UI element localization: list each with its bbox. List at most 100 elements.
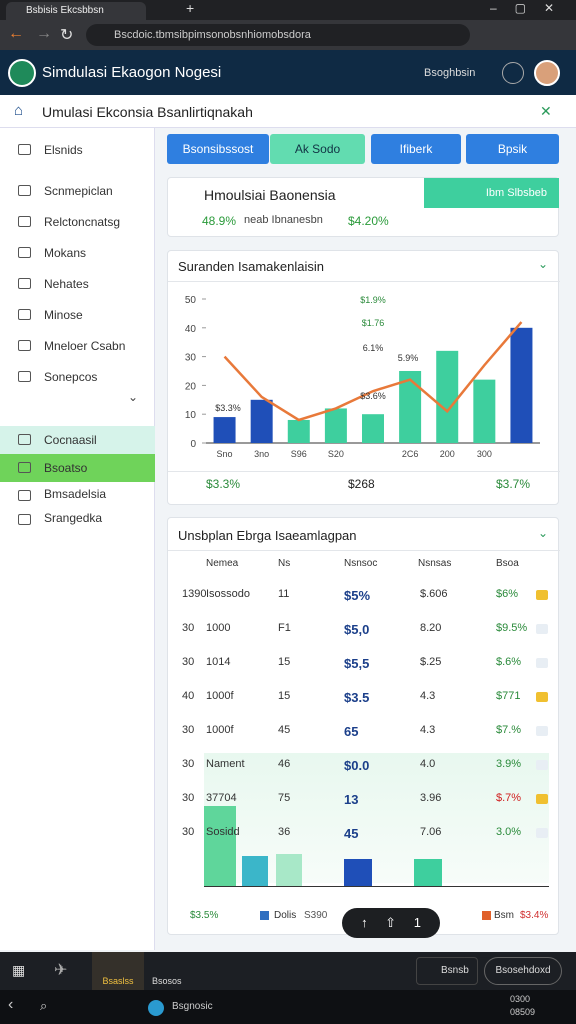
nav-item[interactable]: Srangedka	[44, 511, 103, 525]
back[interactable]: ←	[8, 25, 24, 42]
table-cell: 30	[182, 792, 195, 804]
bar	[436, 350, 459, 443]
legend-item: Dolis	[274, 910, 297, 921]
table-cell: 3.96	[420, 792, 442, 804]
nav-item[interactable]: Bsoatso	[0, 454, 155, 482]
nav-item[interactable]: Cocnaasil	[0, 426, 155, 454]
axis	[204, 886, 549, 887]
collapse[interactable]: ✕	[540, 103, 552, 119]
expand[interactable]: ⌄	[128, 390, 139, 404]
clock: 0300	[510, 994, 531, 1004]
subheader-title: Umulasi Ekconsia Bsanlirtiqnakah	[42, 104, 253, 120]
nav-item[interactable]: Mneloer Csabn	[44, 339, 126, 353]
nav-item[interactable]: Elsnids	[44, 143, 83, 157]
tab[interactable]: Bsbisis Ekcsbbsn	[6, 2, 146, 20]
nav-icon	[18, 434, 31, 445]
settings[interactable]	[502, 62, 524, 84]
table-cell: 4.3	[420, 724, 436, 736]
row-flag	[536, 624, 548, 634]
dock-button[interactable]: Bsosehdoxd	[484, 957, 562, 985]
nav-icon	[18, 462, 31, 473]
dock-icon[interactable]: ✈	[54, 962, 68, 979]
row-flag	[536, 828, 548, 838]
summary-tab[interactable]: Ibm Slbsbeb	[424, 178, 559, 208]
dock-item[interactable]: Bsosos	[152, 976, 182, 986]
action-button[interactable]: Ak Sodo	[270, 134, 365, 164]
avatar[interactable]	[534, 60, 560, 86]
data-label: $3.3%	[215, 403, 241, 413]
table-cell: 1390	[182, 588, 207, 600]
summary-card: Hmoulsiai Baonensia Ibm Slbsbeb 48.9% ne…	[167, 177, 559, 237]
data-label: $1.76	[362, 318, 385, 328]
nav-item[interactable]: Nehates	[44, 277, 89, 291]
nav-item[interactable]: Relctoncnatsg	[44, 215, 121, 229]
legend-swatch	[260, 911, 269, 920]
table-cell: 45	[344, 826, 359, 841]
action-button[interactable]: Bsonsibssost	[167, 134, 269, 164]
dock-item[interactable]: Bsaslss	[92, 952, 144, 990]
chevron[interactable]: ⌄	[538, 526, 549, 540]
nav-icon	[18, 216, 31, 227]
pager-page[interactable]: 1	[413, 915, 421, 930]
row-flag	[536, 590, 548, 600]
table-cell: $5,5	[344, 656, 370, 671]
table-cell: $5%	[344, 588, 371, 603]
decor	[276, 854, 302, 886]
chart-title: Suranden Isamakenlaisin	[178, 259, 324, 274]
new-tab[interactable]: +	[186, 0, 195, 16]
user-name[interactable]: Bsoghbsin	[424, 67, 476, 79]
nav-icon	[18, 185, 31, 196]
action-button[interactable]: Ifiberk	[371, 134, 461, 164]
decor	[414, 859, 442, 886]
pager-arrows[interactable]: ↑ ⇧	[361, 915, 414, 930]
y-tick-label: 0	[190, 439, 196, 450]
home-icon[interactable]: ⌂	[14, 102, 24, 119]
nav-item[interactable]: Sonepcos	[44, 370, 98, 384]
chevron[interactable]: ⌄	[538, 257, 549, 271]
nav-item[interactable]: Mokans	[44, 246, 87, 260]
data-label: 5.9%	[398, 353, 419, 363]
table-cell: 45	[278, 724, 291, 736]
window-controls[interactable]: –▢✕	[490, 1, 573, 15]
action-button[interactable]: Bpsik	[466, 134, 559, 164]
decor	[204, 806, 236, 886]
bar	[324, 408, 347, 443]
app-icon[interactable]	[148, 1000, 164, 1016]
x-tick-label: 200	[440, 449, 455, 459]
table-cell: $7.%	[496, 724, 522, 736]
forward[interactable]: →	[36, 25, 52, 42]
app-name[interactable]: Bsgnosic	[172, 1001, 213, 1012]
table-cell: 30	[182, 622, 195, 634]
dock-button[interactable]: Bsnsb	[416, 957, 478, 985]
dock-icon[interactable]: ▦	[12, 962, 26, 978]
table-cell: 75	[278, 792, 291, 804]
legend-item: $3.5%	[190, 910, 219, 921]
nav-item[interactable]: Scnmepiclan	[44, 184, 113, 198]
app-header: Simdulasi Ekaogon Nogesi Bsoghbsin	[0, 50, 576, 95]
table-cell: $0.0	[344, 758, 370, 773]
divider	[168, 550, 560, 551]
table-cell: Sosidd	[206, 826, 240, 838]
table-card: Unsbplan Ebrga Isaeamlagpan ⌄ Nemea Ns Nsn…	[167, 517, 560, 935]
back[interactable]: ‹	[8, 996, 14, 1013]
nav-item[interactable]: Bmsadelsia	[44, 487, 107, 501]
dock: ▦ ✈ Bsaslss Bsosos Bsnsb Bsosehdoxd	[0, 952, 576, 990]
row-flag	[536, 658, 548, 668]
chart-footer: $268	[348, 477, 375, 491]
legend-swatch	[482, 911, 491, 920]
table-cell: 1014	[206, 656, 231, 668]
table-cell: 36	[278, 826, 291, 838]
nav-item[interactable]: Minose	[44, 308, 83, 322]
divider	[168, 281, 560, 282]
address-bar: ← → ↻ Bscdoic.tbmsibpimsonobsnhiomobsdor…	[0, 20, 576, 50]
url[interactable]: Bscdoic.tbmsibpimsonobsnhiomobsdora	[86, 24, 470, 46]
search[interactable]: ⌕	[40, 998, 48, 1013]
pager[interactable]: ↑ ⇧ 1	[342, 908, 440, 938]
table-cell: 13	[344, 792, 359, 807]
table-cell: $.6%	[496, 656, 522, 668]
reload[interactable]: ↻	[60, 27, 74, 44]
table-cell: 30	[182, 826, 195, 838]
bar	[287, 419, 310, 443]
taskbar: ‹ ⌕ Bsgnosic 0300 08509	[0, 990, 576, 1024]
table-cell: F1	[278, 622, 291, 634]
